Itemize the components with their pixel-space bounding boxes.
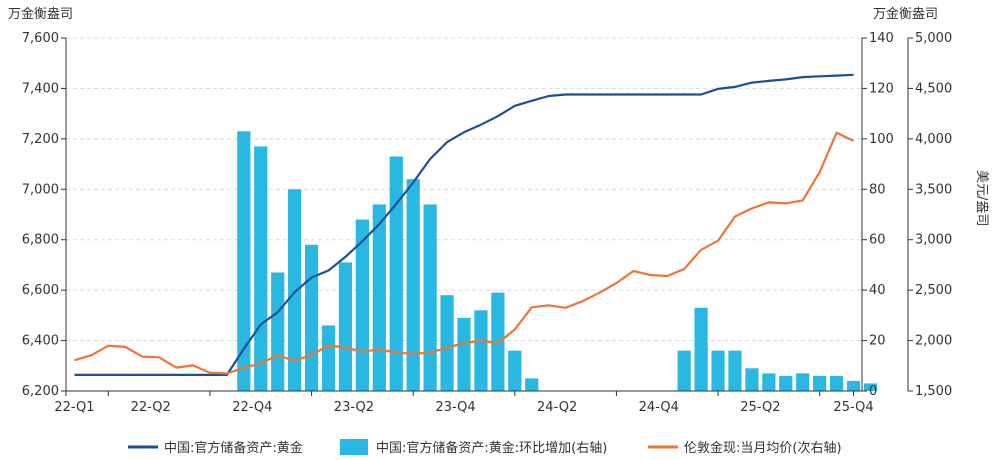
bar xyxy=(745,368,759,391)
bar xyxy=(355,219,369,391)
x-tick-label: 24-Q4 xyxy=(639,400,679,415)
bar xyxy=(846,380,861,391)
left-tick-label: 7,200 xyxy=(22,132,59,147)
bar xyxy=(288,189,302,391)
legend-label: 中国:官方储备资产:黄金 xyxy=(164,440,303,456)
left-tick-label: 6,800 xyxy=(22,233,59,248)
left-tick-label: 7,600 xyxy=(22,31,59,46)
x-tick-label: 25-Q4 xyxy=(833,400,873,415)
bar xyxy=(677,350,691,391)
right-tick-label: 60 xyxy=(869,233,886,248)
right-tick-label: 40 xyxy=(869,283,886,298)
secondary-right-tick-label: 2,000 xyxy=(915,334,952,349)
bar xyxy=(406,179,420,391)
bar xyxy=(863,383,878,391)
bar xyxy=(525,378,539,391)
secondary-right-tick-label: 3,500 xyxy=(915,182,952,197)
bar xyxy=(728,350,742,391)
bar xyxy=(694,307,708,391)
line-series xyxy=(74,73,854,376)
legend-label: 中国:官方储备资产:黄金:环比增加(右轴) xyxy=(376,440,607,456)
left-tick-label: 6,600 xyxy=(22,283,59,298)
bar xyxy=(508,350,522,391)
bar xyxy=(304,244,319,391)
bar xyxy=(779,375,793,391)
x-tick-label: 23-Q4 xyxy=(435,400,475,415)
bar xyxy=(796,373,810,391)
right-tick-label: 0 xyxy=(869,384,877,399)
series-line xyxy=(74,73,854,376)
secondary-right-tick-label: 5,000 xyxy=(915,31,952,46)
bar xyxy=(271,272,285,391)
axes: 6,200 6,400 6,600 6,800 7,000 7,200 7,400 7,600… xyxy=(22,31,952,415)
left-tick-label: 7,000 xyxy=(22,182,59,197)
right-tick-label: 20 xyxy=(869,334,886,349)
x-tick-label: 25-Q2 xyxy=(740,400,780,415)
bar xyxy=(423,204,437,391)
bar xyxy=(321,325,336,391)
left-axis-unit: 万金衡盎司 xyxy=(8,6,73,22)
right-tick-label: 100 xyxy=(869,132,894,147)
secondary-right-tick-label: 3,000 xyxy=(915,233,952,248)
bar xyxy=(254,146,268,391)
bar xyxy=(372,204,386,391)
secondary-right-tick-label: 1,500 xyxy=(915,384,952,399)
x-tick-label: 24-Q2 xyxy=(537,400,577,415)
bar xyxy=(440,295,454,391)
bar xyxy=(762,373,776,391)
series-line xyxy=(74,131,854,375)
right-tick-label: 140 xyxy=(869,31,894,46)
bar xyxy=(474,310,488,391)
bar xyxy=(457,317,471,391)
legend-swatch-bar xyxy=(340,439,368,455)
secondary-right-tick-label: 2,500 xyxy=(915,283,952,298)
bar xyxy=(829,375,844,391)
x-tick-label: 23-Q2 xyxy=(334,400,374,415)
legend: 中国:官方储备资产:黄金 中国:官方储备资产:黄金:环比增加(右轴) 伦敦金现:当月… xyxy=(128,439,842,456)
x-tick-label: 22-Q1 xyxy=(54,400,94,415)
x-tick-label: 22-Q4 xyxy=(232,400,272,415)
right-tick-label: 80 xyxy=(869,182,886,197)
left-tick-label: 6,400 xyxy=(22,334,59,349)
bar xyxy=(711,350,725,391)
bar xyxy=(813,375,827,391)
bar xyxy=(338,262,353,391)
bar xyxy=(389,156,403,391)
right-axis-unit: 万金衡盎司 xyxy=(873,6,938,22)
right-tick-label: 120 xyxy=(869,81,894,96)
x-tick-label: 22-Q2 xyxy=(131,400,171,415)
secondary-right-tick-label: 4,500 xyxy=(915,81,952,96)
left-tick-label: 6,200 xyxy=(22,384,59,399)
bar xyxy=(237,131,251,392)
secondary-right-axis-unit: 美元/盎司 xyxy=(974,170,989,226)
secondary-right-tick-label: 4,000 xyxy=(915,132,952,147)
bar-series xyxy=(237,131,878,392)
legend-label: 伦敦金现:当月均价(次右轴) xyxy=(684,440,842,456)
left-tick-label: 7,400 xyxy=(22,81,59,96)
